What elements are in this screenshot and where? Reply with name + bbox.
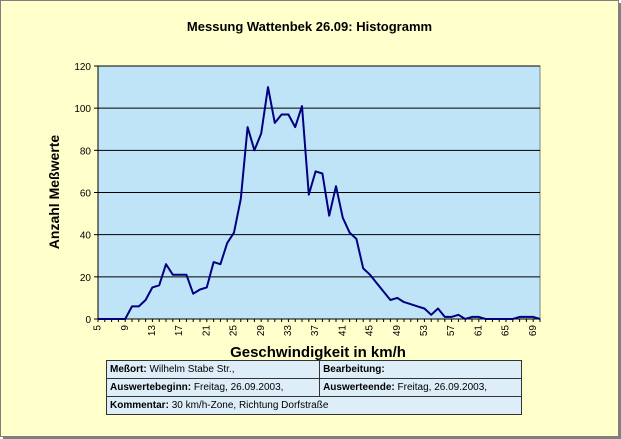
chart-title: Messung Wattenbek 26.09: Histogramm	[186, 19, 433, 34]
x-tick-label: 41	[337, 325, 348, 337]
beginn-value: Freitag, 26.09.2003,	[193, 382, 284, 393]
beginn-label: Auswertebeginn:	[110, 382, 192, 393]
x-tick-label: 5	[93, 325, 104, 331]
bearbeitung-label: Bearbeitung:	[323, 364, 385, 375]
bearbeitung-cell: Bearbeitung:	[319, 360, 522, 379]
messort-cell: Meßort: Wilhelm Stabe Str.,	[105, 360, 321, 379]
x-tick-label: 57	[446, 325, 457, 337]
ende-cell: Auswerteende: Freitag, 26.09.2003,	[319, 378, 522, 397]
x-tick-label: 33	[283, 325, 294, 337]
beginn-cell: Auswertebeginn: Freitag, 26.09.2003,	[105, 378, 321, 397]
x-tick-label: 65	[501, 325, 512, 337]
y-tick-label: 120	[74, 62, 91, 73]
series-line	[98, 86, 541, 320]
y-tick-label: 100	[74, 104, 91, 115]
x-tick-label: 49	[392, 325, 403, 337]
x-tick-label: 13	[147, 325, 158, 337]
x-tick-label: 25	[229, 325, 240, 337]
x-tick-label: 45	[365, 325, 376, 337]
info-table: Meßort: Wilhelm Stabe Str., Bearbeitung:…	[105, 360, 522, 415]
x-tick-label: 37	[310, 325, 321, 337]
y-tick-label: 0	[85, 315, 91, 326]
x-tick-label: 9	[120, 325, 131, 331]
y-axis-label: Anzahl Meßwerte	[46, 135, 62, 250]
ende-label: Auswerteende:	[323, 382, 395, 393]
x-tick-label: 69	[528, 325, 539, 337]
x-tick-label: 61	[473, 325, 484, 337]
x-tick-label: 21	[201, 325, 212, 337]
kommentar-label: Kommentar:	[110, 400, 169, 411]
messort-label: Meßort:	[110, 364, 147, 375]
kommentar-value: 30 km/h-Zone, Richtung Dorfstraße	[171, 400, 329, 411]
y-tick-label: 20	[80, 273, 92, 284]
x-tick-label: 29	[256, 325, 267, 337]
messort-value: Wilhelm Stabe Str.,	[149, 364, 235, 375]
x-tick-label: 53	[419, 325, 430, 337]
x-tick-label: 17	[174, 325, 185, 337]
kommentar-cell: Kommentar: 30 km/h-Zone, Richtung Dorfst…	[106, 396, 522, 415]
x-axis-label: Geschwindigkeit in km/h	[230, 344, 406, 361]
y-tick-label: 80	[80, 146, 92, 157]
y-tick-label: 40	[80, 231, 92, 242]
ende-value: Freitag, 26.09.2003,	[397, 382, 488, 393]
y-tick-label: 60	[80, 189, 92, 200]
